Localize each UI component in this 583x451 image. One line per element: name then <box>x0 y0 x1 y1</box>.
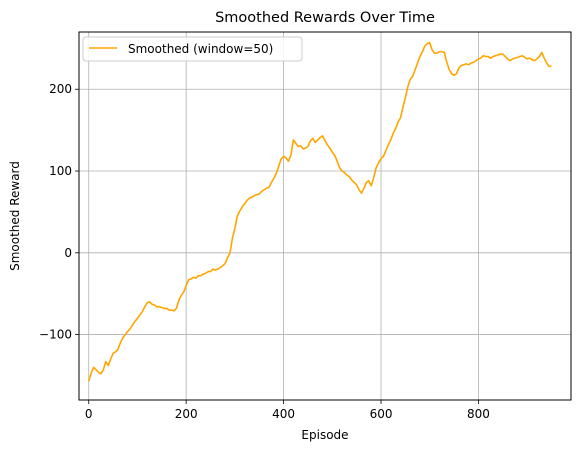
legend-box <box>82 36 303 62</box>
ticks: 0 200 400 600 800 −100 0 100 200 <box>39 82 490 421</box>
x-tick-label: 800 <box>467 407 490 421</box>
series-line-0 <box>87 41 552 382</box>
y-tick-label: 200 <box>49 82 72 96</box>
grid-lines <box>79 32 571 400</box>
y-tick-label: −100 <box>39 328 72 342</box>
series-layer <box>87 41 552 382</box>
x-tick-label: 600 <box>370 407 393 421</box>
chart-title: Smoothed Rewards Over Time <box>215 10 435 26</box>
legend-entry: Smoothed (window=50) <box>128 42 273 56</box>
x-tick-label: 0 <box>85 407 93 421</box>
y-tick-label: 0 <box>64 246 72 260</box>
x-axis-label: Episode <box>301 428 348 442</box>
y-axis-label: Smoothed Reward <box>8 161 22 271</box>
x-tick-label: 400 <box>272 407 295 421</box>
x-tick-label: 200 <box>175 407 198 421</box>
plot-frame <box>78 31 572 401</box>
y-tick-label: 100 <box>49 164 72 178</box>
legend: Smoothed (window=50) <box>82 36 303 62</box>
